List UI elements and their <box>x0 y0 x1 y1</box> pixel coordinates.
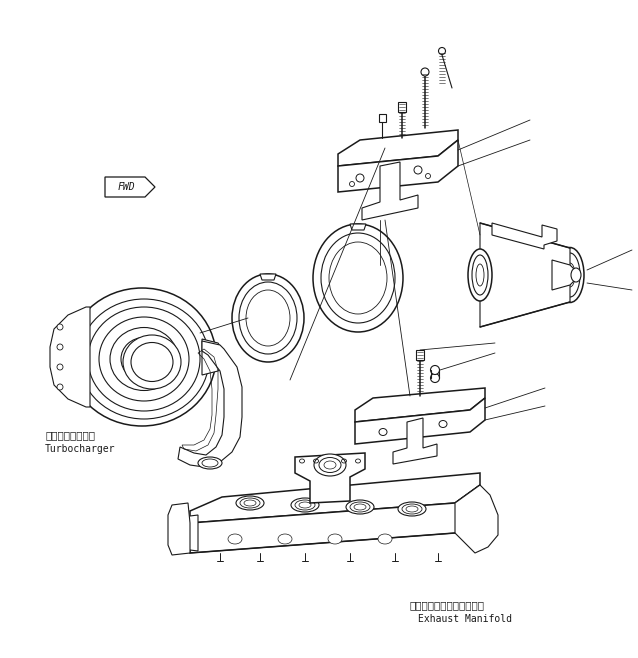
Ellipse shape <box>321 233 395 323</box>
Ellipse shape <box>239 282 297 354</box>
Polygon shape <box>552 260 574 290</box>
Ellipse shape <box>57 384 63 390</box>
Ellipse shape <box>346 500 374 514</box>
Ellipse shape <box>314 454 346 476</box>
Ellipse shape <box>121 338 167 380</box>
Ellipse shape <box>57 324 63 330</box>
Ellipse shape <box>130 346 158 372</box>
Ellipse shape <box>438 47 445 55</box>
Ellipse shape <box>378 534 392 544</box>
Ellipse shape <box>398 502 426 516</box>
Polygon shape <box>178 341 242 467</box>
Polygon shape <box>492 223 557 249</box>
Polygon shape <box>50 307 90 407</box>
Text: Exhaust Manifold: Exhaust Manifold <box>418 614 512 624</box>
Polygon shape <box>480 223 570 327</box>
Ellipse shape <box>278 534 292 544</box>
Ellipse shape <box>110 328 178 390</box>
Text: ターボチャージャ: ターボチャージャ <box>45 430 95 440</box>
Ellipse shape <box>468 249 492 301</box>
Polygon shape <box>350 224 366 230</box>
Ellipse shape <box>57 364 63 370</box>
Ellipse shape <box>228 534 242 544</box>
Polygon shape <box>338 140 458 192</box>
Ellipse shape <box>431 365 440 374</box>
Bar <box>398 102 406 112</box>
Text: Turbocharger: Turbocharger <box>45 444 115 454</box>
Polygon shape <box>393 418 437 464</box>
Polygon shape <box>355 398 485 444</box>
Polygon shape <box>190 473 480 523</box>
Ellipse shape <box>328 534 342 544</box>
Polygon shape <box>260 274 276 280</box>
Ellipse shape <box>88 307 200 411</box>
Ellipse shape <box>431 374 440 382</box>
Ellipse shape <box>236 496 264 510</box>
Ellipse shape <box>571 268 581 282</box>
Ellipse shape <box>170 517 194 549</box>
Polygon shape <box>338 130 458 166</box>
Polygon shape <box>190 485 480 553</box>
Ellipse shape <box>421 68 429 76</box>
Ellipse shape <box>556 247 584 303</box>
Ellipse shape <box>57 344 63 350</box>
Bar <box>416 350 424 360</box>
Text: FWD: FWD <box>117 182 135 192</box>
Bar <box>379 114 386 122</box>
Polygon shape <box>182 515 198 551</box>
Ellipse shape <box>291 498 319 512</box>
Polygon shape <box>455 485 498 553</box>
Polygon shape <box>362 162 418 220</box>
Ellipse shape <box>198 457 222 469</box>
Ellipse shape <box>68 288 216 426</box>
Polygon shape <box>168 503 190 555</box>
Polygon shape <box>355 388 485 422</box>
Ellipse shape <box>313 224 403 332</box>
Ellipse shape <box>131 343 173 382</box>
Ellipse shape <box>79 299 209 419</box>
Ellipse shape <box>123 335 181 389</box>
Ellipse shape <box>232 274 304 362</box>
Polygon shape <box>295 453 365 503</box>
Ellipse shape <box>137 353 151 365</box>
Ellipse shape <box>99 317 189 401</box>
Polygon shape <box>202 339 222 375</box>
Text: エキゾーストマニホールド: エキゾーストマニホールド <box>410 600 485 610</box>
